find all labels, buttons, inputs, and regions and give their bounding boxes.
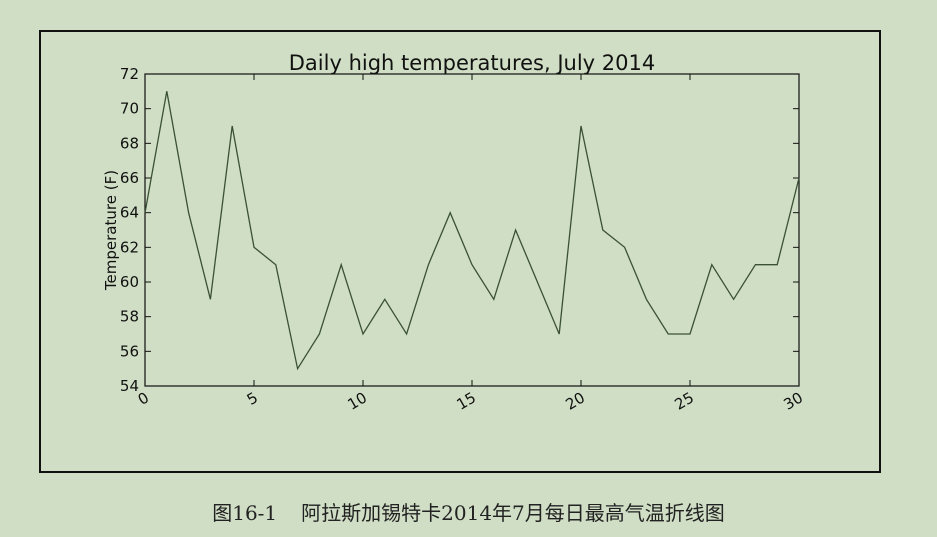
caption-number: 图16-1	[212, 501, 278, 525]
x-tick-label: 30	[780, 389, 806, 414]
x-tick-label: 20	[562, 389, 588, 414]
y-tick-label: 70	[120, 100, 139, 118]
x-tick-label: 25	[671, 389, 697, 414]
caption-text: 阿拉斯加锡特卡2014年7月每日最高气温折线图	[301, 501, 725, 525]
x-tick-label: 10	[344, 389, 370, 414]
chart-title: Daily high temperatures, July 2014	[289, 51, 655, 75]
y-tick-label: 54	[120, 377, 139, 395]
y-tick-label: 68	[120, 134, 139, 152]
series-line	[144, 91, 800, 371]
top-text-fragment	[0, 0, 937, 10]
figure-frame: 54 56 58 60 62 64 66 68 70 72 0 5 10 15 20 25 30 Daily hi…	[39, 30, 881, 473]
y-tick-label: 64	[120, 204, 139, 222]
y-tick-label: 56	[120, 342, 139, 360]
line-chart: 54 56 58 60 62 64 66 68 70 72 0 5 10 15 20 25 30 Daily hi…	[102, 51, 806, 414]
figure-caption: 图16-1 阿拉斯加锡特卡2014年7月每日最高气温折线图	[0, 497, 937, 526]
plot-area-border	[144, 73, 800, 387]
x-tick-label: 0	[135, 389, 152, 409]
x-tick-label: 5	[244, 389, 261, 409]
y-tick-label: 60	[120, 273, 139, 291]
y-tick-label: 58	[120, 308, 139, 326]
y-tick-label: 72	[120, 65, 139, 83]
y-tick-label: 66	[120, 169, 139, 187]
y-axis-label: Temperature (F)	[102, 170, 120, 291]
y-tick-label: 62	[120, 238, 139, 256]
x-tick-label: 15	[453, 389, 479, 414]
